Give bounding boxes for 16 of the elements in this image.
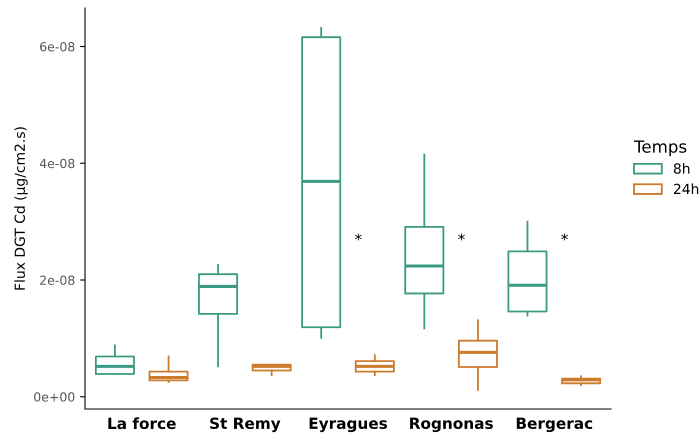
x-tick-label: La force bbox=[108, 417, 176, 430]
legend-label: 24h bbox=[674, 183, 698, 194]
legend-label: 8h bbox=[674, 163, 690, 174]
y-tick-label: 0e+00 bbox=[34, 392, 74, 402]
x-tick-label: St Remy bbox=[210, 417, 280, 432]
y-axis-title: Flux DGT Cd (µg/cm2.s) bbox=[14, 127, 28, 290]
x-tick-label: Bergerac bbox=[516, 418, 592, 432]
y-tick-label: 4e-08 bbox=[40, 158, 74, 168]
x-tick-label: Rognonas bbox=[410, 418, 493, 432]
y-tick-label: 2e-08 bbox=[40, 275, 74, 285]
legend-title: Temps bbox=[634, 140, 686, 156]
annotation: * bbox=[561, 233, 568, 240]
x-tick-label: Eyragues bbox=[310, 418, 388, 432]
annotation: * bbox=[354, 233, 362, 240]
annotation: * bbox=[458, 233, 465, 240]
y-tick-label: 6e-08 bbox=[40, 42, 74, 52]
